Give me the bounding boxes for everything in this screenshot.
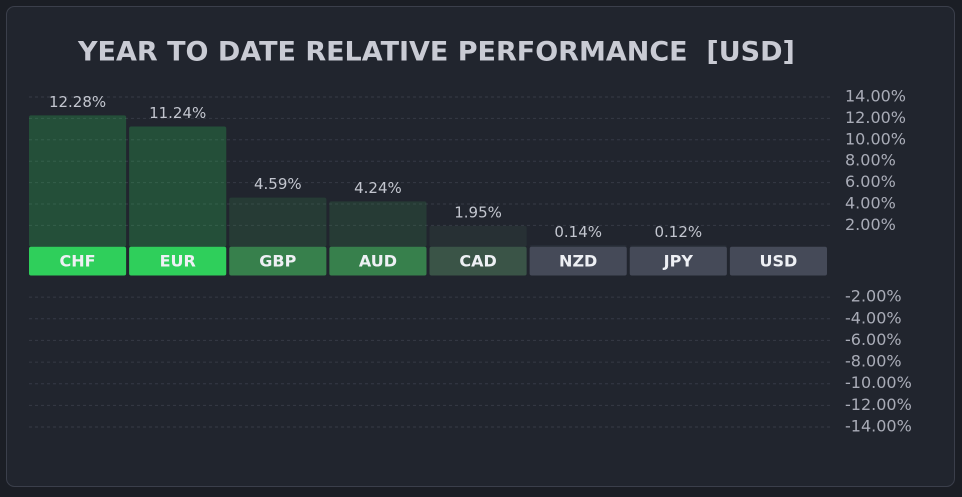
chart-title: YEAR TO DATE RELATIVE PERFORMANCE [USD]	[77, 37, 795, 68]
x-tick-label: CAD	[459, 252, 496, 271]
x-tick-label: CHF	[60, 252, 96, 271]
y-tick-label: 8.00%	[845, 151, 896, 170]
value-label: 4.24%	[354, 179, 402, 197]
bar	[329, 201, 427, 247]
y-tick-label: -12.00%	[845, 395, 912, 414]
x-tick-label: AUD	[359, 252, 397, 271]
y-tick-label: -6.00%	[845, 330, 902, 349]
y-tick-label: -8.00%	[845, 352, 902, 371]
x-tick-label: NZD	[559, 252, 597, 271]
x-tick-label: GBP	[259, 252, 296, 271]
x-tick-label: USD	[760, 252, 798, 271]
y-tick-label: -10.00%	[845, 373, 912, 392]
panel	[6, 6, 955, 487]
category-box	[729, 246, 827, 276]
value-label: 11.24%	[149, 104, 206, 122]
bar	[629, 245, 727, 247]
category-box	[129, 246, 227, 276]
y-tick-label: 6.00%	[845, 172, 896, 191]
value-label: 1.95%	[454, 203, 502, 221]
bar	[229, 197, 327, 247]
bar	[429, 225, 527, 247]
x-tick-label: EUR	[160, 252, 196, 271]
bar	[529, 245, 627, 247]
y-tick-label: 12.00%	[845, 108, 906, 127]
value-label: 4.59%	[254, 175, 302, 193]
category-box	[29, 246, 127, 276]
y-tick-label: -14.00%	[845, 417, 912, 436]
value-label: 0.14%	[554, 223, 602, 241]
category-box	[629, 246, 727, 276]
category-box	[229, 246, 327, 276]
category-box	[429, 246, 527, 276]
category-box	[529, 246, 627, 276]
y-tick-label: 2.00%	[845, 215, 896, 234]
y-tick-label: 4.00%	[845, 194, 896, 213]
bar	[129, 126, 227, 247]
category-box	[329, 246, 427, 276]
bar	[29, 115, 127, 247]
y-tick-label: 14.00%	[845, 87, 906, 106]
value-label: 0.12%	[654, 223, 702, 241]
y-tick-label: -2.00%	[845, 287, 902, 306]
y-tick-label: 10.00%	[845, 129, 906, 148]
y-tick-label: -4.00%	[845, 308, 902, 327]
value-label: 12.28%	[49, 93, 106, 111]
x-tick-label: JPY	[663, 252, 694, 271]
